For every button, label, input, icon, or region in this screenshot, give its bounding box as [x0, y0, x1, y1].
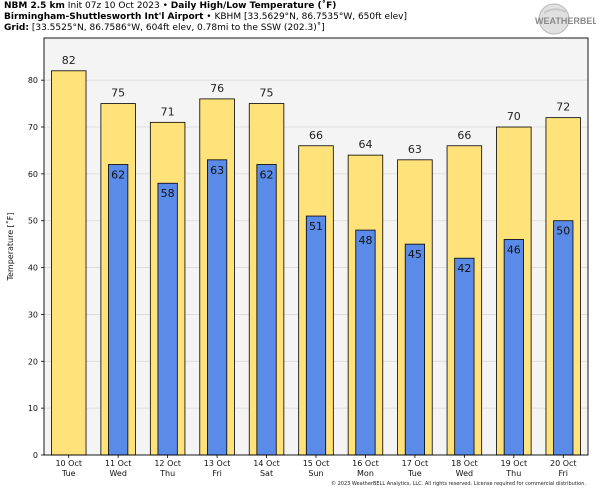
x-tick-label-date: 20 Oct: [550, 459, 577, 468]
x-tick-label-day: Wed: [456, 469, 473, 478]
high-temp-label: 71: [161, 105, 175, 118]
y-tick-label: 30: [28, 310, 38, 319]
copyright-notice: © 2023 WeatherBELL Analytics, LLC. All r…: [331, 481, 586, 487]
chart-header-line-1: NBM 2.5 km Init 07z 10 Oct 2023 • Daily …: [4, 1, 336, 12]
high-temp-label: 63: [408, 143, 422, 156]
chart-header-line-3: Grid: [33.5525°N, 86.7586°W, 604ft elev,…: [4, 23, 325, 34]
x-tick-label-date: 14 Oct: [253, 459, 280, 468]
high-temp-label: 66: [457, 129, 471, 142]
x-tick-label-day: Sat: [260, 469, 273, 478]
high-temp-bar: [51, 70, 87, 456]
x-tick-label-day: Fri: [559, 469, 569, 478]
model-name: NBM 2.5 km: [4, 1, 65, 11]
low-temp-label: 48: [358, 234, 372, 247]
y-tick-label: 10: [28, 404, 38, 413]
x-tick-label-day: Wed: [109, 469, 126, 478]
weatherbell-logo: WEATHERBELL: [535, 3, 596, 35]
x-tick-label-date: 10 Oct: [55, 459, 82, 468]
grid-label: Grid:: [4, 23, 29, 33]
x-tick-label-day: Mon: [357, 469, 374, 478]
low-temp-label: 46: [507, 243, 521, 256]
high-temp-label: 72: [556, 101, 570, 114]
low-temp-bar: [256, 164, 277, 456]
y-tick-label: 20: [28, 357, 38, 366]
low-temp-label: 62: [111, 169, 125, 182]
y-axis-label: Temperature [˚F]: [5, 212, 15, 281]
high-temp-label: 75: [111, 87, 125, 100]
init-time: Init 07z 10 Oct 2023: [67, 1, 160, 11]
high-temp-label: 64: [358, 138, 372, 151]
low-temp-bar: [305, 215, 327, 456]
low-temp-label: 51: [309, 220, 323, 233]
x-tick-label-day: Tue: [61, 469, 76, 478]
low-temp-bar: [206, 159, 228, 456]
low-temp-bar: [553, 220, 574, 456]
x-tick-label-date: 16 Oct: [352, 459, 379, 468]
x-tick-label-date: 15 Oct: [303, 459, 330, 468]
y-tick-label: 70: [28, 123, 38, 132]
separator: •: [206, 12, 212, 22]
low-temp-label: 42: [457, 262, 471, 275]
low-temp-label: 50: [556, 225, 570, 238]
x-tick-label-day: Sun: [308, 469, 323, 478]
x-tick-label-day: Thu: [159, 469, 175, 478]
low-temp-bar: [404, 243, 426, 456]
separator: •: [162, 1, 168, 11]
y-tick-label: 60: [28, 170, 38, 179]
low-temp-bar: [157, 182, 178, 456]
station-detail: KBHM [33.5629°N, 86.7535°W, 650ft elev]: [214, 12, 407, 22]
x-tick-label-day: Tue: [407, 469, 422, 478]
high-temp-label: 82: [62, 54, 76, 67]
x-tick-label-day: Fri: [212, 469, 222, 478]
logo-wordmark: WEATHERBELL: [535, 16, 596, 26]
high-temp-label: 70: [507, 110, 521, 123]
grid-detail: [33.5525°N, 86.7586°W, 604ft elev, 0.78m…: [31, 23, 325, 33]
x-tick-label-date: 11 Oct: [105, 459, 132, 468]
low-temp-label: 45: [408, 248, 422, 261]
low-temp-label: 63: [210, 164, 224, 177]
y-tick-label: 80: [28, 76, 38, 85]
high-temp-label: 66: [309, 129, 323, 142]
x-tick-label-date: 12 Oct: [154, 459, 181, 468]
low-temp-label: 62: [260, 169, 274, 182]
x-tick-label-day: Thu: [505, 469, 521, 478]
y-tick-label: 40: [28, 264, 38, 273]
low-temp-label: 58: [161, 187, 175, 200]
y-tick-label: 0: [33, 451, 38, 460]
product-name: Daily High/Low Temperature (˚F): [170, 1, 337, 11]
high-temp-label: 76: [210, 82, 224, 95]
high-temp-label: 75: [260, 87, 274, 100]
station-name: Birmingham-Shuttlesworth Int'l Airport: [4, 12, 204, 22]
x-tick-label-date: 17 Oct: [402, 459, 429, 468]
x-tick-label-date: 18 Oct: [451, 459, 478, 468]
low-temp-bar: [355, 229, 376, 456]
low-temp-bar: [108, 164, 129, 456]
y-tick-label: 50: [28, 217, 38, 226]
x-tick-label-date: 13 Oct: [204, 459, 231, 468]
x-tick-label-date: 19 Oct: [501, 459, 528, 468]
plot-frame: [43, 37, 589, 456]
low-temp-bar: [454, 257, 475, 456]
chart-header-line-2: Birmingham-Shuttlesworth Int'l Airport •…: [4, 12, 407, 23]
low-temp-bar: [503, 239, 524, 456]
